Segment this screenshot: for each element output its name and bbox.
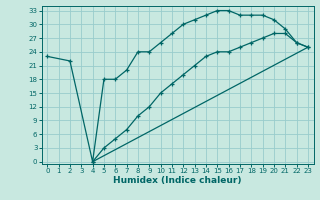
X-axis label: Humidex (Indice chaleur): Humidex (Indice chaleur) bbox=[113, 176, 242, 185]
